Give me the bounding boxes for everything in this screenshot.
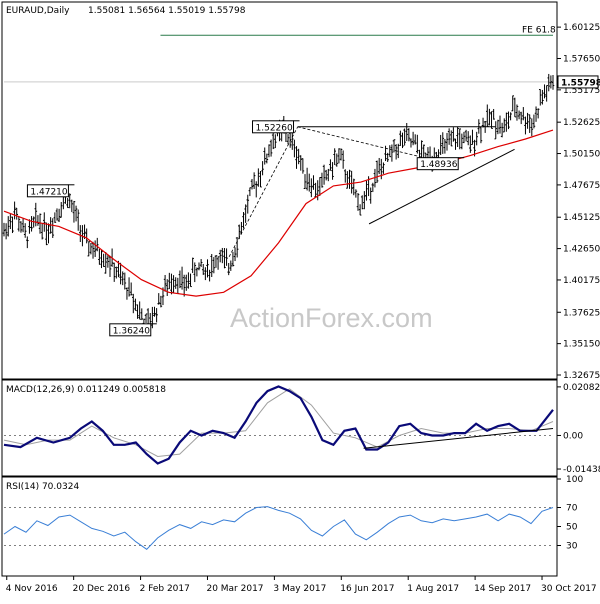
last-price-label: 1.55798 xyxy=(561,78,600,88)
macd-y-ticks: 0.020827 0.00 -0.014386 xyxy=(557,383,600,475)
price-y-tick-label: 1.40175 xyxy=(563,276,600,286)
rsi-title: RSI(14) 70.0324 xyxy=(6,482,79,492)
price-annotation-label: 1.47210 xyxy=(30,187,67,197)
dashed-trendline xyxy=(228,126,299,258)
price-annotation-box xyxy=(109,323,152,337)
price-y-ticks: 1.60125 1.57650 1.55175 1.52625 1.50150 1.476… xyxy=(557,23,600,381)
price-panel-frame xyxy=(1,1,558,380)
rsi-y-tick-label: 100 xyxy=(566,475,583,485)
macd-lines xyxy=(3,385,554,465)
price-y-tick-label: 1.35150 xyxy=(563,340,600,350)
price-y-tick-label: 1.45125 xyxy=(563,213,600,223)
last-price-box xyxy=(557,75,599,89)
x-tick-label: 16 Jun 2017 xyxy=(340,584,394,594)
price-annotation-box xyxy=(252,120,295,134)
price-y-tick-label: 1.60125 xyxy=(563,23,600,33)
macd-y-tick-label: 0.020827 xyxy=(563,383,600,393)
fe-level: FE 61.8 xyxy=(4,25,556,83)
price-annotation-label: 1.36240 xyxy=(113,326,150,336)
x-tick-label: 20 Dec 2016 xyxy=(73,584,131,594)
price-annotation-label: 1.48936 xyxy=(420,160,457,170)
x-tick-label: 20 Mar 2017 xyxy=(206,584,263,594)
x-tick-label: 2 Feb 2017 xyxy=(140,584,190,594)
price-y-tick-label: 1.32675 xyxy=(563,371,600,381)
rsi-line xyxy=(3,506,554,550)
chart-title: EURAUD,Daily xyxy=(6,6,70,16)
price-y-tick-label: 1.57650 xyxy=(563,54,600,64)
watermark: ActionForex.com xyxy=(230,303,433,333)
x-tick-label: 3 May 2017 xyxy=(273,584,326,594)
rsi-line xyxy=(3,506,554,550)
ohlc-header: 1.55081 1.56564 1.55019 1.55798 xyxy=(88,6,246,16)
macd-y-tick-label: 0.00 xyxy=(563,431,583,441)
rsi-y-tick-label: 50 xyxy=(566,523,578,533)
macd-y-tick-label: -0.014386 xyxy=(563,465,600,475)
price-y-tick-label: 1.50150 xyxy=(563,150,600,160)
rsi-y-tick-label: 30 xyxy=(566,542,578,552)
macd-title: MACD(12,26,9) 0.011249 0.005818 xyxy=(6,385,166,395)
rsi-y-ticks: 100 70 50 30 xyxy=(557,475,583,552)
rsi-y-tick-label: 70 xyxy=(566,504,578,514)
x-tick-label: 4 Nov 2016 xyxy=(6,584,58,594)
x-tick-label: 30 Oct 2017 xyxy=(541,584,597,594)
x-tick-label: 14 Sep 2017 xyxy=(474,584,531,594)
price-annotations: 1.47210 1.36240 1.52260 1.48936 xyxy=(26,120,465,337)
dashed-trendline xyxy=(297,126,447,164)
price-y-tick-label: 1.42650 xyxy=(563,245,600,255)
price-annotation-box xyxy=(416,157,459,171)
macd-line xyxy=(3,385,554,465)
macd-panel-frame xyxy=(1,379,558,477)
x-tick-label: 1 Aug 2017 xyxy=(407,584,459,594)
price-y-tick-label: 1.55175 xyxy=(563,86,600,96)
price-y-tick-label: 1.52625 xyxy=(563,118,600,128)
trendline xyxy=(368,148,515,225)
price-trendlines xyxy=(228,126,515,258)
fe-level-label: FE 61.8 xyxy=(522,25,556,35)
x-axis-ticks: 4 Nov 2016 20 Dec 2016 2 Feb 2017 20 Mar 20… xyxy=(6,576,597,594)
price-annotation-label: 1.52260 xyxy=(256,123,293,133)
price-y-tick-label: 1.37625 xyxy=(563,308,600,318)
price-y-tick-label: 1.47675 xyxy=(563,181,600,191)
price-annotation-box xyxy=(26,184,69,198)
macd-trendline xyxy=(363,427,554,449)
